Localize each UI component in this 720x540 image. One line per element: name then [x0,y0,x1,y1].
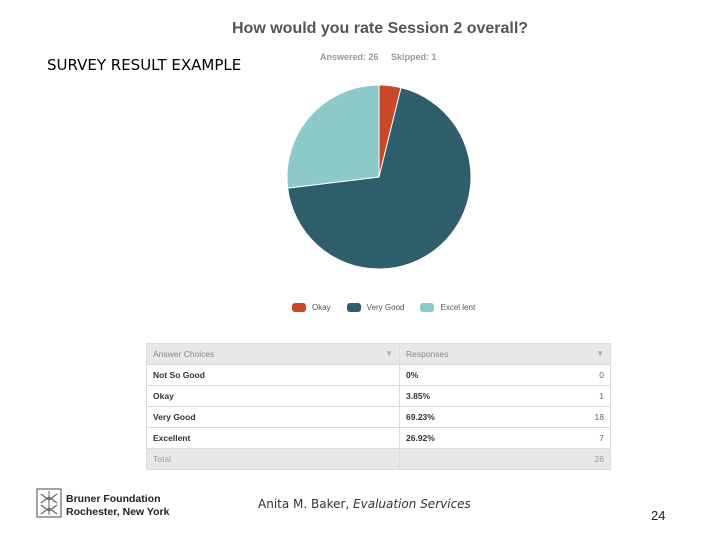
header-label: Answer Choices [153,349,215,359]
count-cell: 0 [578,364,611,386]
org-name: Bruner Foundation [66,493,161,505]
percent-cell: 69.23% [399,406,578,428]
table-row: Very Good 69.23% 18 [146,406,611,428]
total-label: Total [146,448,400,470]
count-cell: 18 [578,406,611,428]
legend-label: Okay [312,303,331,312]
chart-legend: Okay Very Good Excel lent [292,303,491,312]
legend-swatch [420,303,435,312]
sort-caret-icon[interactable]: ▼ [385,349,393,358]
legend-item-very-good: Very Good [346,303,405,312]
pie-chart [286,84,472,270]
table-row: Not So Good 0% 0 [146,364,611,386]
choice-cell: Not So Good [146,364,400,386]
skipped-count: Skipped: 1 [391,52,437,62]
legend-item-okay: Okay [292,303,331,312]
percent-cell: 26.92% [399,427,578,449]
results-table: Answer Choices ▼ Responses ▼ Not So Good… [146,343,611,470]
count-cell: 1 [578,385,611,407]
organization-info: Bruner Foundation Rochester, New York [66,493,170,519]
pie-slice-very-good [287,87,472,270]
presenter-name: Anita M. Baker, [258,497,354,511]
answered-count: Answered: 26 [320,52,379,62]
legend-item-excellent: Excel lent [420,303,475,312]
legend-swatch [292,303,306,312]
percent-cell: 0% [399,364,578,386]
header-responses[interactable]: Responses ▼ [399,343,611,365]
legend-label: Very Good [366,303,405,312]
percent-cell: 3.85% [399,385,578,407]
pie-slice-excellent [286,84,380,189]
table-row: Excellent 26.92% 7 [146,427,611,449]
choice-cell: Excellent [146,427,400,449]
presenter-role: Evaluation Services [353,497,471,511]
legend-label: Excel lent [440,303,476,312]
count-cell: 7 [578,427,611,449]
response-meta: Answered: 26 Skipped: 1 [320,52,447,62]
chart-title: How would you rate Session 2 overall? [232,20,529,37]
table-row: Okay 3.85% 1 [146,385,611,407]
choice-cell: Very Good [146,406,400,428]
header-answer-choices[interactable]: Answer Choices ▼ [146,343,400,365]
legend-swatch [346,303,361,312]
presenter-credit: Anita M. Baker, Evaluation Services [258,497,471,511]
table-total-row: Total 26 [146,448,611,470]
slide-label: SURVEY RESULT EXAMPLE [47,56,242,74]
sort-caret-icon[interactable]: ▼ [596,349,604,358]
page-number: 24 [651,508,666,523]
total-spacer [399,448,578,470]
org-location: Rochester, New York [66,506,170,518]
table-header-row: Answer Choices ▼ Responses ▼ [146,343,611,365]
choice-cell: Okay [146,385,400,407]
header-label: Responses [406,349,449,359]
bruner-foundation-logo [36,488,62,518]
total-count: 26 [578,448,611,470]
